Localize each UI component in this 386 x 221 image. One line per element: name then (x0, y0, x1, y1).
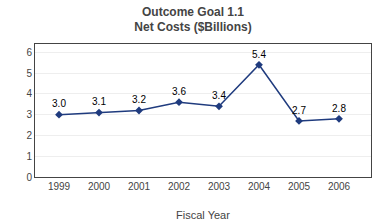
svg-text:3.0: 3.0 (52, 98, 66, 109)
svg-text:2006: 2006 (328, 181, 351, 192)
svg-text:2001: 2001 (128, 181, 151, 192)
svg-text:2003: 2003 (208, 181, 231, 192)
svg-text:0: 0 (26, 172, 32, 183)
svg-text:3.2: 3.2 (132, 94, 146, 105)
svg-text:2.7: 2.7 (292, 105, 306, 116)
svg-text:5.4: 5.4 (252, 49, 266, 60)
svg-text:6: 6 (26, 47, 32, 58)
svg-text:2004: 2004 (248, 181, 271, 192)
svg-text:Fiscal Year: Fiscal Year (176, 209, 230, 221)
svg-text:5: 5 (26, 68, 32, 79)
svg-text:1999: 1999 (48, 181, 71, 192)
svg-text:3.6: 3.6 (172, 86, 186, 97)
svg-text:2: 2 (26, 130, 32, 141)
svg-text:2.8: 2.8 (332, 103, 346, 114)
svg-text:2002: 2002 (168, 181, 191, 192)
svg-text:3.1: 3.1 (92, 96, 106, 107)
svg-text:3.4: 3.4 (212, 90, 226, 101)
svg-text:1: 1 (26, 151, 32, 162)
svg-text:2005: 2005 (288, 181, 311, 192)
svg-text:4: 4 (26, 88, 32, 99)
svg-text:2000: 2000 (88, 181, 111, 192)
svg-text:Outcome Goal 1.1Net Costs ($Bi: Outcome Goal 1.1Net Costs ($Billions) (134, 5, 251, 35)
svg-text:3: 3 (26, 109, 32, 120)
